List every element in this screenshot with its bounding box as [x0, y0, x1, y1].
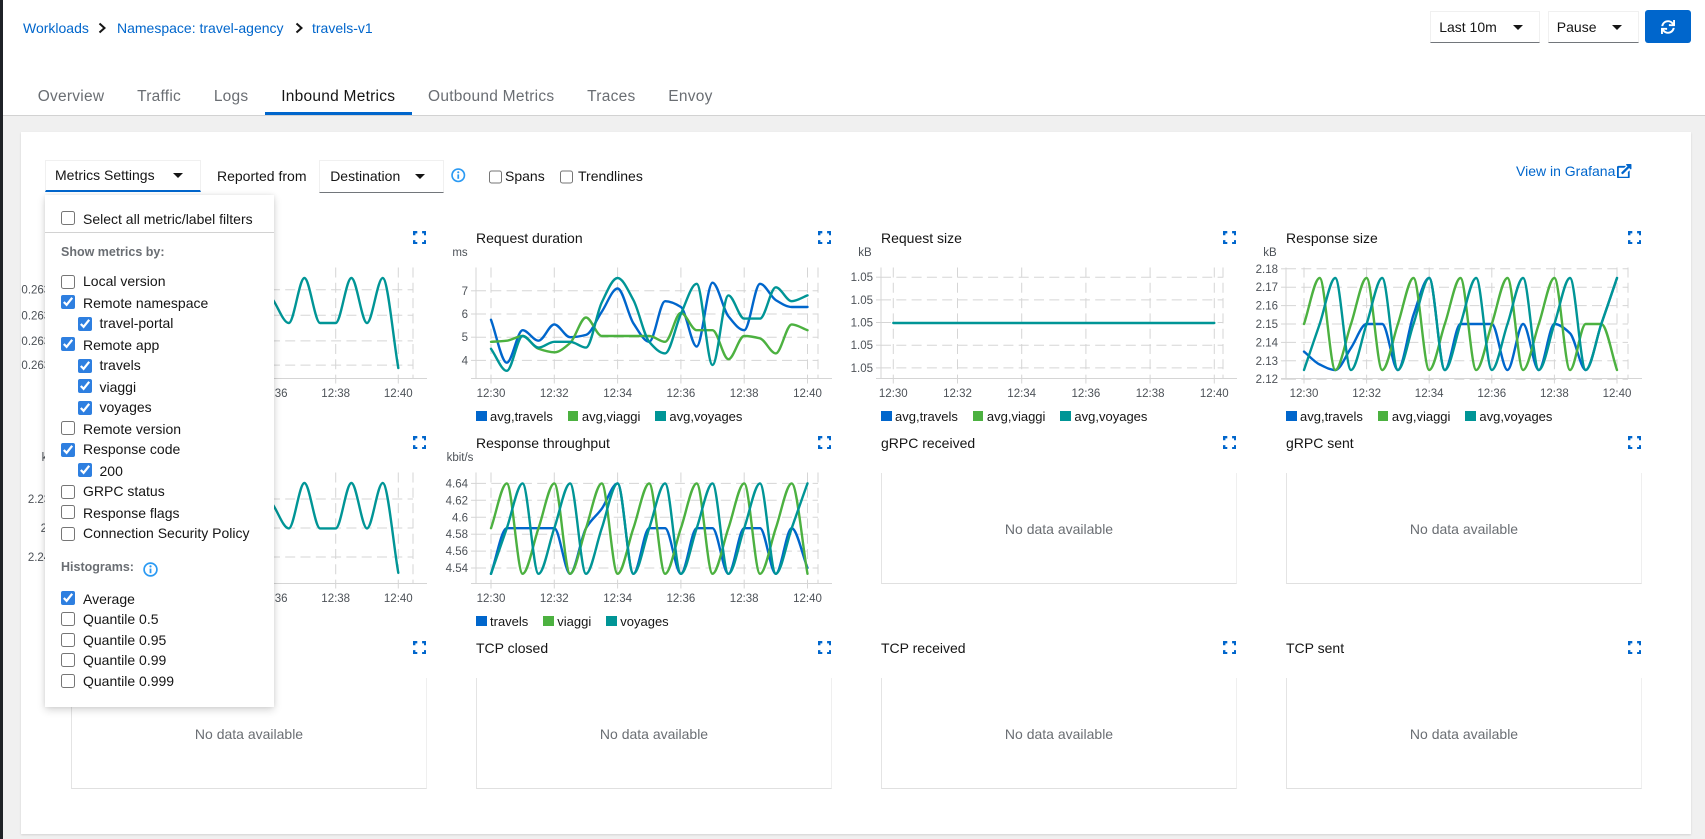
svg-text:12:34: 12:34	[603, 388, 632, 400]
svg-text:4.62: 4.62	[446, 495, 468, 507]
svg-text:2.13: 2.13	[1256, 356, 1278, 368]
svg-text:4.56: 4.56	[446, 546, 468, 558]
svg-text:kbit/s: kbit/s	[447, 452, 474, 464]
svg-text:2.12: 2.12	[1256, 374, 1278, 386]
svg-text:12:38: 12:38	[730, 593, 759, 605]
svg-text:12:34: 12:34	[603, 593, 632, 605]
svg-text:6: 6	[462, 309, 468, 321]
svg-text:2.14: 2.14	[1256, 337, 1279, 349]
svg-text:1.05: 1.05	[851, 272, 873, 284]
svg-text:12:38: 12:38	[1540, 388, 1569, 400]
svg-text:4: 4	[462, 355, 469, 367]
svg-text:12:32: 12:32	[540, 388, 569, 400]
svg-text:kB: kB	[858, 247, 872, 259]
svg-text:1.05: 1.05	[851, 295, 873, 307]
svg-text:12:36: 12:36	[1477, 388, 1506, 400]
svg-text:12:36: 12:36	[667, 388, 696, 400]
svg-text:12:40: 12:40	[384, 388, 413, 400]
svg-text:1.05: 1.05	[851, 363, 873, 375]
svg-text:12:34: 12:34	[1007, 388, 1036, 400]
svg-text:12:30: 12:30	[477, 388, 506, 400]
svg-text:12:30: 12:30	[477, 593, 506, 605]
svg-text:12:38: 12:38	[730, 388, 759, 400]
svg-text:12:32: 12:32	[1352, 388, 1381, 400]
svg-text:4.54: 4.54	[446, 563, 469, 575]
svg-text:12:36: 12:36	[1072, 388, 1101, 400]
svg-text:4.58: 4.58	[446, 529, 468, 541]
svg-text:4.64: 4.64	[446, 478, 469, 490]
svg-text:12:30: 12:30	[1290, 388, 1319, 400]
svg-text:12:40: 12:40	[793, 388, 822, 400]
svg-text:4.6: 4.6	[452, 512, 468, 524]
svg-text:12:32: 12:32	[943, 388, 972, 400]
svg-text:12:40: 12:40	[793, 593, 822, 605]
svg-text:ms: ms	[452, 247, 468, 259]
svg-text:12:40: 12:40	[384, 593, 413, 605]
svg-text:12:38: 12:38	[1136, 388, 1165, 400]
svg-text:2.18: 2.18	[1256, 264, 1278, 276]
svg-text:12:38: 12:38	[321, 593, 350, 605]
svg-text:12:32: 12:32	[540, 593, 569, 605]
svg-text:12:30: 12:30	[879, 388, 908, 400]
svg-text:1.05: 1.05	[851, 340, 873, 352]
svg-text:12:40: 12:40	[1603, 388, 1632, 400]
svg-text:1.05: 1.05	[851, 318, 873, 330]
svg-text:12:34: 12:34	[1415, 388, 1444, 400]
svg-text:2.16: 2.16	[1256, 301, 1278, 313]
svg-text:2.17: 2.17	[1256, 282, 1278, 294]
svg-text:5: 5	[462, 332, 468, 344]
svg-text:2.15: 2.15	[1256, 319, 1278, 331]
svg-text:12:36: 12:36	[667, 593, 696, 605]
svg-text:12:38: 12:38	[321, 388, 350, 400]
svg-text:7: 7	[462, 286, 468, 298]
svg-text:kB: kB	[1263, 247, 1277, 259]
svg-text:12:40: 12:40	[1200, 388, 1229, 400]
